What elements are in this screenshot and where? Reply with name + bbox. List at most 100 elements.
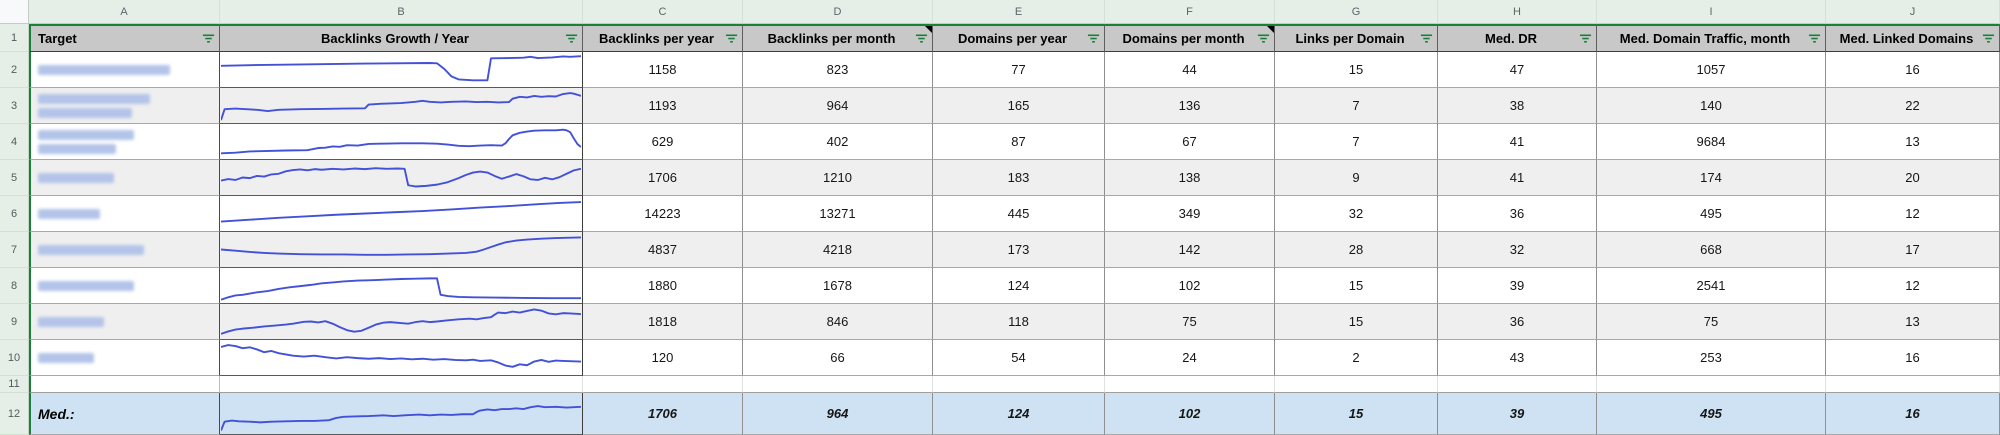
data-cell-h10[interactable]: 43 [1438,340,1597,376]
header-cell-5[interactable]: Domains per month [1105,24,1275,52]
data-cell-h9[interactable]: 36 [1438,304,1597,340]
column-header-d[interactable]: D [743,0,933,24]
median-cell-e[interactable]: 124 [933,393,1105,435]
data-cell-h5[interactable]: 41 [1438,160,1597,196]
row-header-1[interactable]: 1 [0,24,29,52]
data-cell-d4[interactable]: 402 [743,124,933,160]
data-cell-i10[interactable]: 253 [1597,340,1826,376]
data-cell-i7[interactable]: 668 [1597,232,1826,268]
data-cell-d10[interactable]: 66 [743,340,933,376]
data-cell-i4[interactable]: 9684 [1597,124,1826,160]
data-cell-e10[interactable]: 54 [933,340,1105,376]
data-cell-c9[interactable]: 1818 [583,304,743,340]
data-cell-e6[interactable]: 445 [933,196,1105,232]
data-cell-d9[interactable]: 846 [743,304,933,340]
sparkline-cell[interactable] [220,160,583,196]
column-header-f[interactable]: F [1105,0,1275,24]
target-cell-redacted[interactable] [29,88,220,124]
median-cell-i[interactable]: 495 [1597,393,1826,435]
data-cell-j5[interactable]: 20 [1826,160,2000,196]
sparkline-cell[interactable] [220,196,583,232]
data-cell-g10[interactable]: 2 [1275,340,1438,376]
sparkline-cell[interactable] [220,52,583,88]
empty-cell[interactable] [1105,376,1275,393]
filter-icon[interactable] [1420,33,1433,45]
sparkline-cell[interactable] [220,124,583,160]
median-cell-h[interactable]: 39 [1438,393,1597,435]
empty-cell[interactable] [1275,376,1438,393]
target-cell-redacted[interactable] [29,232,220,268]
data-cell-f6[interactable]: 349 [1105,196,1275,232]
data-cell-e5[interactable]: 183 [933,160,1105,196]
filter-icon[interactable] [1808,33,1821,45]
column-header-a[interactable]: A [29,0,220,24]
row-header-10[interactable]: 10 [0,340,29,376]
data-cell-f9[interactable]: 75 [1105,304,1275,340]
empty-cell[interactable] [29,376,220,393]
data-cell-i2[interactable]: 1057 [1597,52,1826,88]
data-cell-i6[interactable]: 495 [1597,196,1826,232]
row-header-3[interactable]: 3 [0,88,29,124]
column-header-g[interactable]: G [1275,0,1438,24]
sheet-corner-select-all[interactable] [0,0,29,24]
data-cell-c3[interactable]: 1193 [583,88,743,124]
row-header-5[interactable]: 5 [0,160,29,196]
header-cell-9[interactable]: Med. Linked Domains [1826,24,2000,52]
data-cell-f5[interactable]: 138 [1105,160,1275,196]
filter-icon[interactable] [915,33,928,45]
row-header-11[interactable]: 11 [0,376,29,393]
data-cell-g9[interactable]: 15 [1275,304,1438,340]
data-cell-j7[interactable]: 17 [1826,232,2000,268]
filter-icon[interactable] [1982,33,1995,45]
data-cell-e7[interactable]: 173 [933,232,1105,268]
header-cell-4[interactable]: Domains per year [933,24,1105,52]
data-cell-c7[interactable]: 4837 [583,232,743,268]
data-cell-i8[interactable]: 2541 [1597,268,1826,304]
data-cell-c6[interactable]: 14223 [583,196,743,232]
data-cell-d3[interactable]: 964 [743,88,933,124]
header-cell-7[interactable]: Med. DR [1438,24,1597,52]
data-cell-e9[interactable]: 118 [933,304,1105,340]
column-header-b[interactable]: B [220,0,583,24]
sparkline-cell[interactable] [220,88,583,124]
header-cell-8[interactable]: Med. Domain Traffic, month [1597,24,1826,52]
column-header-j[interactable]: J [1826,0,2000,24]
header-cell-3[interactable]: Backlinks per month [743,24,933,52]
data-cell-f2[interactable]: 44 [1105,52,1275,88]
sparkline-cell[interactable] [220,340,583,376]
data-cell-c10[interactable]: 120 [583,340,743,376]
row-header-6[interactable]: 6 [0,196,29,232]
data-cell-h8[interactable]: 39 [1438,268,1597,304]
data-cell-c2[interactable]: 1158 [583,52,743,88]
data-cell-i5[interactable]: 174 [1597,160,1826,196]
data-cell-g5[interactable]: 9 [1275,160,1438,196]
data-cell-e4[interactable]: 87 [933,124,1105,160]
data-cell-j10[interactable]: 16 [1826,340,2000,376]
data-cell-j9[interactable]: 13 [1826,304,2000,340]
header-cell-2[interactable]: Backlinks per year [583,24,743,52]
row-header-8[interactable]: 8 [0,268,29,304]
median-cell-f[interactable]: 102 [1105,393,1275,435]
column-header-i[interactable]: I [1597,0,1826,24]
row-header-7[interactable]: 7 [0,232,29,268]
data-cell-d7[interactable]: 4218 [743,232,933,268]
sparkline-cell[interactable] [220,232,583,268]
data-cell-c5[interactable]: 1706 [583,160,743,196]
filter-icon[interactable] [565,33,578,45]
data-cell-d2[interactable]: 823 [743,52,933,88]
filter-icon[interactable] [725,33,738,45]
target-cell-redacted[interactable] [29,340,220,376]
data-cell-h4[interactable]: 41 [1438,124,1597,160]
data-cell-i9[interactable]: 75 [1597,304,1826,340]
data-cell-h6[interactable]: 36 [1438,196,1597,232]
filter-icon[interactable] [202,33,215,45]
target-cell-redacted[interactable] [29,52,220,88]
data-cell-d6[interactable]: 13271 [743,196,933,232]
empty-cell[interactable] [220,376,583,393]
filter-icon[interactable] [1257,33,1270,45]
data-cell-h2[interactable]: 47 [1438,52,1597,88]
column-header-c[interactable]: C [583,0,743,24]
header-cell-0[interactable]: Target [29,24,220,52]
target-cell-redacted[interactable] [29,268,220,304]
row-header-2[interactable]: 2 [0,52,29,88]
